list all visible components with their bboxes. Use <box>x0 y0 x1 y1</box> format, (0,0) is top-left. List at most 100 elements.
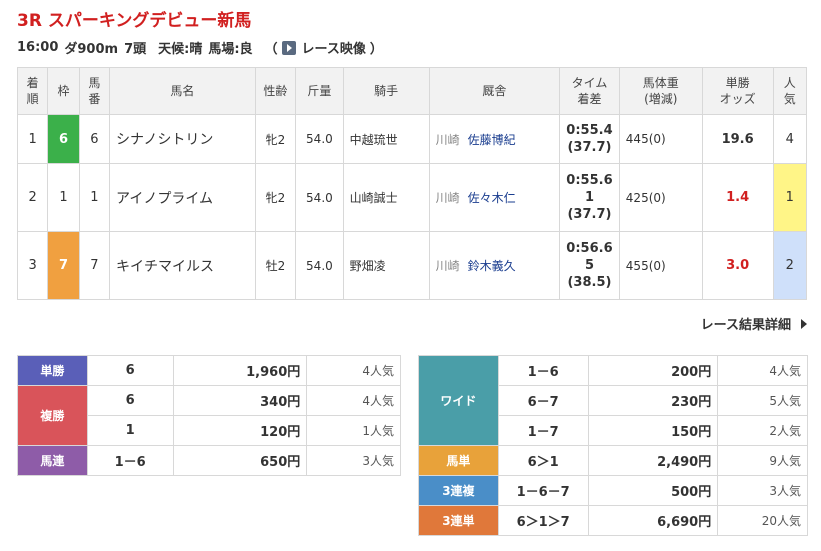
header-frame: 枠 <box>47 67 80 115</box>
trainer-area: 川崎 <box>435 259 460 273</box>
paren-close: ） <box>369 42 383 57</box>
race-title: 3R スパーキングデビュー新馬 <box>17 11 252 31</box>
payout-row-quinella: 馬連 1－6 650円 3人気 <box>17 445 401 476</box>
header-pop: 人気 <box>772 67 808 115</box>
header-weight: 斤量 <box>295 67 344 115</box>
bet-type-win: 単勝 <box>17 355 88 386</box>
combo: 1－6－7 <box>497 475 589 506</box>
popularity: 1 <box>772 163 808 232</box>
frame-number: 1 <box>47 163 80 232</box>
bet-type-place: 複勝 <box>17 385 88 446</box>
payout-yen: 230円 <box>587 385 719 416</box>
combo: 6 <box>86 385 174 416</box>
payout-row-place: 複勝 6 340円 4人気 <box>17 385 401 446</box>
payout-pop: 9人気 <box>717 445 808 476</box>
popularity: 2 <box>772 231 808 300</box>
payout-pop: 4人気 <box>306 355 401 386</box>
frame-number: 7 <box>47 231 80 300</box>
race-video-link[interactable]: レース映像 <box>301 42 366 57</box>
time-margin: 0:55.6 1 (37.7) <box>559 163 620 232</box>
payout-table-left: 単勝 6 1,960円 4人気 複勝 6 340円 4人気 1 120円 1人気… <box>17 355 401 476</box>
bet-type-trio: 3連複 <box>418 475 499 506</box>
header-num: 馬番 <box>78 67 111 115</box>
bet-type-trifecta: 3連単 <box>418 505 499 536</box>
course: ダ900m <box>64 42 119 57</box>
payout-yen: 200円 <box>587 355 719 386</box>
payout-pop: 4人気 <box>306 385 401 416</box>
combo: 6－7 <box>497 385 589 416</box>
payout-pop: 3人気 <box>717 475 808 506</box>
combo: 6 <box>86 355 174 386</box>
payout-pop: 4人気 <box>717 355 808 386</box>
jockey-link[interactable]: 中越琉世 <box>342 114 430 164</box>
payout-row-exacta: 馬単 6＞1 2,490円 9人気 <box>418 445 808 476</box>
combo: 1 <box>86 415 174 446</box>
header-odds: 単勝 オッズ <box>701 67 774 115</box>
header-body-weight: 馬体重 (増減) <box>618 67 703 115</box>
trainer-cell: 川崎 鈴木義久 <box>428 231 561 300</box>
carried-weight: 54.0 <box>295 163 344 232</box>
payout-yen: 120円 <box>172 415 308 446</box>
jockey-link[interactable]: 野畑凌 <box>342 231 430 300</box>
header-sexage: 性齢 <box>254 67 297 115</box>
combo: 1－6 <box>86 445 174 476</box>
payout-yen: 340円 <box>172 385 308 416</box>
video-icon[interactable] <box>281 40 296 55</box>
table-row: 2 1 1 アイノプライム 牝2 54.0 山崎誠士 川崎 佐々木仁 0:55.6… <box>16 163 808 232</box>
payout-pop: 20人気 <box>717 505 808 536</box>
carried-weight: 54.0 <box>295 114 344 164</box>
trainer-area: 川崎 <box>435 132 460 147</box>
combo: 6＞1 <box>497 445 589 476</box>
race-info: 16:00 ダ900m 7頭 天候:晴 馬場:良 （ レース映像 ） <box>17 38 383 57</box>
payout-row-trio: 3連複 1－6－7 500円 3人気 <box>418 475 808 506</box>
payout-row-wide: ワイド 1－6 200円 4人気 <box>418 355 808 446</box>
combo: 1－7 <box>497 415 589 446</box>
post-time: 16:00 <box>17 40 59 55</box>
race-detail-link[interactable]: レース結果詳細 <box>701 314 807 333</box>
sex-age: 牝2 <box>254 163 297 232</box>
sex-age: 牝2 <box>254 114 297 164</box>
carried-weight: 54.0 <box>295 231 344 300</box>
payout-row-wide: 1－7 150円 2人気 <box>419 415 808 446</box>
body-weight: 445(0) <box>618 114 703 164</box>
payout-yen: 6,690円 <box>587 505 719 536</box>
horse-number: 1 <box>78 163 111 232</box>
weather: 天候:晴 <box>158 42 203 57</box>
table-row: 1 6 6 シナノシトリン 牝2 54.0 中越琉世 川崎 佐藤博紀 0:55.4… <box>16 114 808 164</box>
rank: 2 <box>16 163 49 232</box>
payout-row-win: 単勝 6 1,960円 4人気 <box>17 355 401 386</box>
trainer-link[interactable]: 鈴木義久 <box>467 259 516 273</box>
trainer-link[interactable]: 佐々木仁 <box>467 191 516 205</box>
header-jockey: 騎手 <box>342 67 430 115</box>
payout-pop: 2人気 <box>717 415 808 446</box>
trainer-cell: 川崎 佐藤博紀 <box>428 114 561 164</box>
jockey-link[interactable]: 山崎誠士 <box>342 163 430 232</box>
table-row: 3 7 7 キイチマイルス 牡2 54.0 野畑凌 川崎 鈴木義久 0:56.6 5… <box>16 231 808 300</box>
payout-table-right: ワイド 1－6 200円 4人気 6－7 230円 5人気 1－7 150円 2… <box>418 355 808 536</box>
horse-number: 6 <box>78 114 111 164</box>
track-condition: 馬場:良 <box>208 42 253 57</box>
header-time: タイム 着差 <box>559 67 620 115</box>
time-margin: 0:55.4 (37.7) <box>559 114 620 164</box>
win-odds: 1.4 <box>701 163 774 232</box>
trainer-area: 川崎 <box>435 191 460 205</box>
horse-number: 7 <box>78 231 111 300</box>
payout-pop: 3人気 <box>306 445 401 476</box>
payout-yen: 650円 <box>172 445 308 476</box>
popularity: 4 <box>772 114 808 164</box>
body-weight: 455(0) <box>618 231 703 300</box>
payout-yen: 1,960円 <box>172 355 308 386</box>
win-odds: 3.0 <box>701 231 774 300</box>
sex-age: 牡2 <box>254 231 297 300</box>
horse-name-link[interactable]: シナノシトリン <box>109 114 256 164</box>
rank: 1 <box>16 114 49 164</box>
trainer-link[interactable]: 佐藤博紀 <box>467 132 516 147</box>
payout-yen: 2,490円 <box>587 445 719 476</box>
header-trainer: 厩舎 <box>428 67 561 115</box>
bet-type-exacta: 馬単 <box>418 445 499 476</box>
combo: 1－6 <box>497 355 589 386</box>
horse-name-link[interactable]: キイチマイルス <box>109 231 256 300</box>
horse-name-link[interactable]: アイノプライム <box>109 163 256 232</box>
bet-type-wide: ワイド <box>418 355 499 446</box>
table-header: 着順 枠 馬番 馬名 性齢 斤量 騎手 厩舎 タイム 着差 馬体重 (増減) 単勝オ… <box>16 67 808 115</box>
